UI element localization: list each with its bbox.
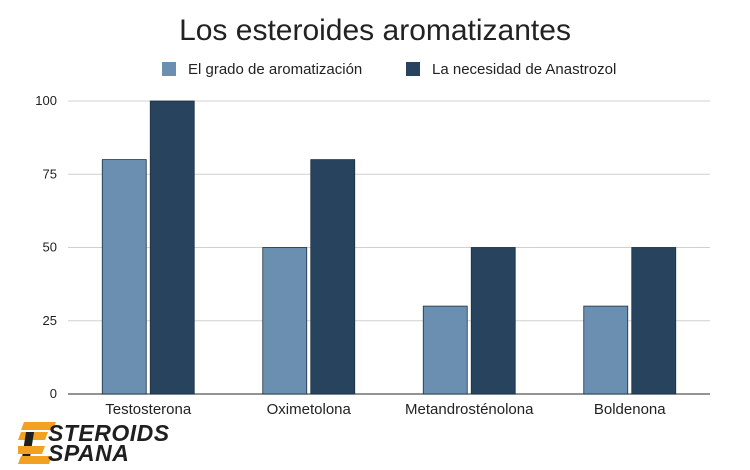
logo-e-mark-icon: [18, 422, 56, 464]
bar: [101, 159, 147, 395]
legend-label: La necesidad de Anastrozol: [432, 61, 616, 78]
legend-swatch: [406, 62, 420, 76]
chart-title: Los esteroides aromatizantes: [179, 14, 571, 47]
x-tick-label: Boldenona: [594, 401, 666, 418]
bars: [101, 100, 677, 395]
x-axis: Testosterona Oximetolona Metandrosténolona…: [105, 401, 666, 418]
y-tick-label: 75: [43, 166, 57, 181]
y-tick-label: 100: [35, 93, 57, 108]
y-axis: 0 25 50 75 100: [35, 93, 57, 401]
y-tick-label: 0: [50, 386, 57, 401]
x-tick-label: Metandrosténolona: [405, 401, 534, 418]
legend: El grado de aromatización La necesidad de…: [162, 61, 616, 78]
logo-line-2: SPANA: [48, 440, 130, 466]
y-tick-label: 25: [43, 313, 57, 328]
legend-label: El grado de aromatización: [188, 61, 362, 78]
bar-chart: Los esteroides aromatizantes El grado de…: [35, 14, 710, 418]
x-tick-label: Oximetolona: [267, 401, 352, 418]
bar: [631, 247, 677, 395]
steroids-espana-logo: STEROIDS SPANA: [18, 420, 188, 466]
bar: [262, 247, 308, 395]
bar: [583, 305, 629, 395]
logo-line-1: STEROIDS: [48, 420, 170, 446]
x-tick-label: Testosterona: [105, 401, 192, 418]
bar: [470, 247, 516, 395]
legend-swatch: [162, 62, 176, 76]
bar: [149, 100, 195, 395]
bar: [422, 305, 468, 395]
bar: [310, 159, 356, 395]
y-tick-label: 50: [43, 240, 57, 255]
